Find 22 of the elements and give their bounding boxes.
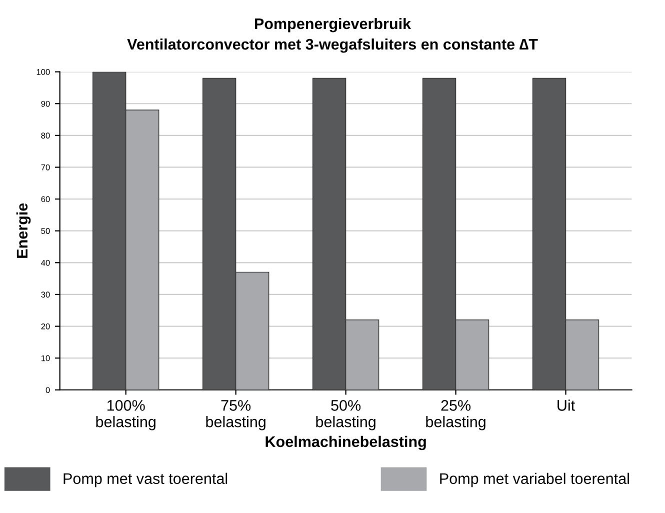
chart-title: Pompenergieverbruik [254,18,412,32]
x-axis-title: Koelmachinebelasting [266,436,426,450]
y-tick-label: 60 [41,196,50,202]
legend-label: Pomp met vast toerental [64,472,228,488]
y-tick-label: 30 [41,292,50,298]
x-tick-label: 50% belasting [316,400,376,430]
x-tick-label: 75% belasting [206,400,266,430]
y-axis-title: Energie [16,203,31,258]
y-tick-label: 70 [41,164,50,170]
x-tick-label: Uit [558,400,575,411]
x-tick-label: 100% belasting [96,400,156,430]
y-tick-label: 10 [41,355,50,362]
x-tick-label: 25% belasting [426,400,486,430]
y-tick-label: 20 [41,323,50,330]
legend-label: Pomp met variabel toerental [440,472,629,488]
y-tick-label: 0 [46,387,50,393]
y-tick-label: 90 [41,100,50,107]
y-tick-label: 40 [41,260,50,266]
y-tick-label: 100 [36,69,50,75]
y-tick-label: 80 [41,132,50,139]
chart-subtitle: Ventilatorconvector met 3-wegafsluiters en constante ∆T [127,38,538,53]
y-tick-label: 50 [41,228,50,234]
